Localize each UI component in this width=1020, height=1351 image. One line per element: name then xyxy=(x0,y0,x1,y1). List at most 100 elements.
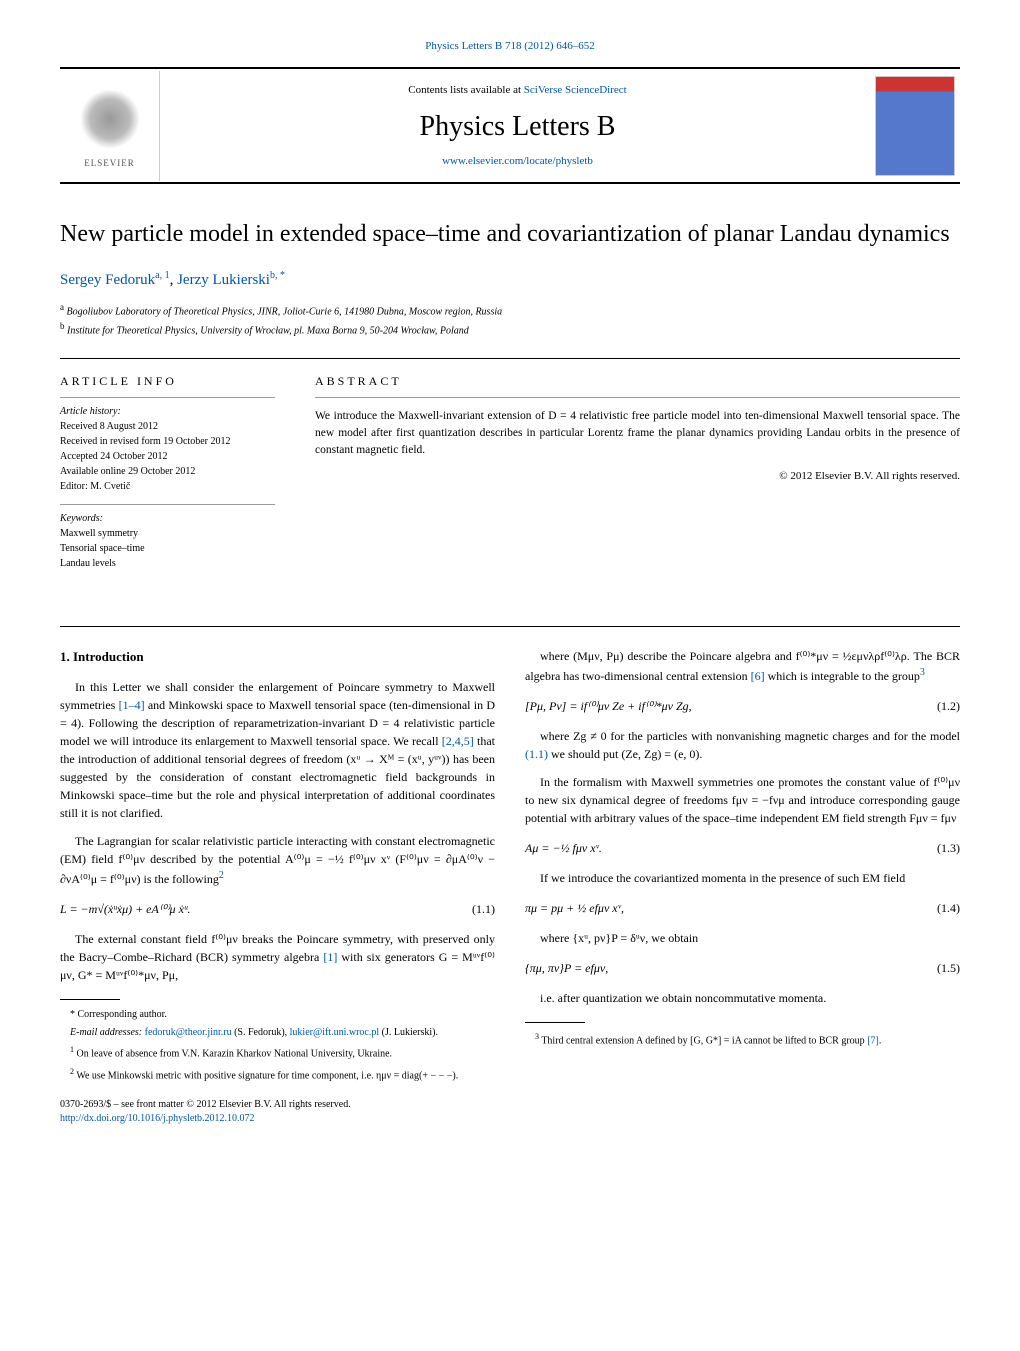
intro-para-1: In this Letter we shall consider the enl… xyxy=(60,678,495,822)
affil-b-sup: b xyxy=(60,321,65,331)
footnotes-right: 3 Third central extension A defined by [… xyxy=(525,1031,960,1048)
received-date: Received 8 August 2012 xyxy=(60,419,275,434)
journal-ref-link[interactable]: Physics Letters B 718 (2012) 646–652 xyxy=(425,40,595,52)
col2-para-6: i.e. after quantization we obtain noncom… xyxy=(525,989,960,1007)
author-2-sup: b, * xyxy=(270,270,285,281)
col2-p2a: where Zg ≠ 0 for the particles with nonv… xyxy=(540,729,960,743)
fn1-text: On leave of absence from V.N. Karazin Kh… xyxy=(77,1049,393,1060)
author-1-link[interactable]: Sergey Fedoruk xyxy=(60,272,155,288)
fn3-b: . xyxy=(879,1035,882,1046)
col2-para-1: where (Mμν, Pμ) describe the Poincare al… xyxy=(525,647,960,685)
equation-1-5: {πμ, πν}P = efμν, (1.5) xyxy=(525,959,960,977)
sciencedirect-link[interactable]: SciVerse ScienceDirect xyxy=(524,84,627,96)
ref-eq-1-1[interactable]: (1.1) xyxy=(525,747,548,761)
abstract-body: We introduce the Maxwell-invariant exten… xyxy=(315,410,960,457)
revised-date: Received in revised form 19 October 2012 xyxy=(60,434,275,449)
footnotes-left: * Corresponding author. E-mail addresses… xyxy=(60,1008,495,1083)
eq-1-3-num: (1.3) xyxy=(937,839,960,857)
journal-reference: Physics Letters B 718 (2012) 646–652 xyxy=(60,40,960,52)
authors-line: Sergey Fedoruka, 1, Jerzy Lukierskib, * xyxy=(60,270,960,289)
ref-1-4[interactable]: [1–4] xyxy=(119,698,145,712)
eq-1-2-content: [Pμ, Pν] = if⁽⁰⁾μν Ze + if⁽⁰⁾*μν Zg, xyxy=(525,697,937,715)
affiliation-a: a Bogoliubov Laboratory of Theoretical P… xyxy=(60,301,960,319)
col2-para-5: where {xᵘ, pν}P = δᵘν, we obtain xyxy=(525,929,960,947)
fn3-a: Third central extension A defined by [G,… xyxy=(541,1035,867,1046)
elsevier-label: ELSEVIER xyxy=(84,158,135,168)
contents-prefix: Contents lists available at xyxy=(408,84,523,96)
corresponding-author: * Corresponding author. xyxy=(60,1008,495,1022)
email-line: E-mail addresses: fedoruk@theor.jinr.ru … xyxy=(60,1026,495,1040)
right-column: where (Mμν, Pμ) describe the Poincare al… xyxy=(525,647,960,1126)
author-1-sup: a, 1 xyxy=(155,270,169,281)
journal-title: Physics Letters B xyxy=(175,111,860,143)
author-2-link[interactable]: Jerzy Lukierski xyxy=(177,272,270,288)
header-box: ELSEVIER Contents lists available at Sci… xyxy=(60,67,960,184)
col2-para-2: where Zg ≠ 0 for the particles with nonv… xyxy=(525,727,960,763)
info-abstract-row: ARTICLE INFO Article history: Received 8… xyxy=(60,358,960,596)
affil-b-text: Institute for Theoretical Physics, Unive… xyxy=(67,325,469,336)
col2-p1b: which is integrable to the group xyxy=(765,669,920,683)
article-info-column: ARTICLE INFO Article history: Received 8… xyxy=(60,359,290,596)
col2-para-4: If we introduce the covariantized moment… xyxy=(525,869,960,887)
eq-1-2-num: (1.2) xyxy=(937,697,960,715)
footnote-separator-left xyxy=(60,999,120,1000)
ref-7[interactable]: [7] xyxy=(867,1035,879,1046)
keywords-label: Keywords: xyxy=(60,511,275,526)
eq-1-1-content: L = −m√(ẋᵘẋμ) + eA⁽⁰⁾μ ẋᵘ. xyxy=(60,900,472,918)
fn2-sup: 2 xyxy=(70,1067,74,1076)
affil-a-text: Bogoliubov Laboratory of Theoretical Phy… xyxy=(67,307,503,318)
elsevier-tree-icon xyxy=(75,84,145,154)
accepted-date: Accepted 24 October 2012 xyxy=(60,449,275,464)
para2-text: The Lagrangian for scalar relativistic p… xyxy=(60,834,495,886)
header-center: Contents lists available at SciVerse Sci… xyxy=(160,69,875,182)
article-info-header: ARTICLE INFO xyxy=(60,374,275,389)
col2-para-3: In the formalism with Maxwell symmetries… xyxy=(525,773,960,827)
abstract-header: ABSTRACT xyxy=(315,374,960,389)
fn3-sup: 3 xyxy=(535,1032,539,1041)
history-label: Article history: xyxy=(60,404,275,419)
email-1[interactable]: fedoruk@theor.jinr.ru xyxy=(145,1027,232,1038)
affiliation-b: b Institute for Theoretical Physics, Uni… xyxy=(60,320,960,338)
email-label: E-mail addresses: xyxy=(70,1027,145,1038)
contents-line: Contents lists available at SciVerse Sci… xyxy=(175,84,860,96)
doi-link[interactable]: http://dx.doi.org/10.1016/j.physletb.201… xyxy=(60,1113,255,1124)
eq-1-4-content: πμ = pμ + ½ efμν xᵛ, xyxy=(525,899,937,917)
ref-2-4-5[interactable]: [2,4,5] xyxy=(442,734,474,748)
keyword-1: Maxwell symmetry xyxy=(60,526,275,541)
footnote-2: 2 We use Minkowski metric with positive … xyxy=(60,1066,495,1083)
history-block: Article history: Received 8 August 2012 … xyxy=(60,397,275,494)
section-1-title: 1. Introduction xyxy=(60,647,495,667)
affil-a-sup: a xyxy=(60,302,64,312)
keyword-2: Tensorial space–time xyxy=(60,541,275,556)
equation-1-4: πμ = pμ + ½ efμν xᵛ, (1.4) xyxy=(525,899,960,917)
ref-6[interactable]: [6] xyxy=(751,669,765,683)
elsevier-logo: ELSEVIER xyxy=(60,71,160,181)
article-title: New particle model in extended space–tim… xyxy=(60,219,960,250)
keywords-block: Keywords: Maxwell symmetry Tensorial spa… xyxy=(60,504,275,571)
email-1-name: (S. Fedoruk), xyxy=(232,1027,290,1038)
abstract-text: We introduce the Maxwell-invariant exten… xyxy=(315,397,960,484)
email-2-name: (J. Lukierski). xyxy=(379,1027,438,1038)
journal-url-link[interactable]: www.elsevier.com/locate/physletb xyxy=(442,155,593,167)
footnote-3: 3 Third central extension A defined by [… xyxy=(525,1031,960,1048)
affiliations: a Bogoliubov Laboratory of Theoretical P… xyxy=(60,301,960,338)
journal-cover-thumbnail xyxy=(875,76,955,176)
footnote-2-link[interactable]: 2 xyxy=(219,870,224,881)
fn1-sup: 1 xyxy=(70,1045,74,1054)
equation-1-3: Aμ = −½ fμν xᵛ. (1.3) xyxy=(525,839,960,857)
eq-1-4-num: (1.4) xyxy=(937,899,960,917)
abstract-copyright: © 2012 Elsevier B.V. All rights reserved… xyxy=(315,468,960,485)
email-2[interactable]: lukier@ift.uni.wroc.pl xyxy=(290,1027,379,1038)
col2-p2b: we should put (Ze, Zg) = (e, 0). xyxy=(548,747,702,761)
eq-1-5-content: {πμ, πν}P = efμν, xyxy=(525,959,937,977)
eq-1-3-content: Aμ = −½ fμν xᵛ. xyxy=(525,839,937,857)
intro-para-3: The external constant field f⁽⁰⁾μν break… xyxy=(60,930,495,984)
eq-1-1-num: (1.1) xyxy=(472,900,495,918)
footnote-3-link[interactable]: 3 xyxy=(920,667,925,678)
ref-1[interactable]: [1] xyxy=(323,950,337,964)
footnote-separator-right xyxy=(525,1022,585,1023)
abstract-column: ABSTRACT We introduce the Maxwell-invari… xyxy=(290,359,960,596)
equation-1-2: [Pμ, Pν] = if⁽⁰⁾μν Ze + if⁽⁰⁾*μν Zg, (1.… xyxy=(525,697,960,715)
doi-block: 0370-2693/$ – see front matter © 2012 El… xyxy=(60,1098,495,1126)
journal-url: www.elsevier.com/locate/physletb xyxy=(175,155,860,167)
